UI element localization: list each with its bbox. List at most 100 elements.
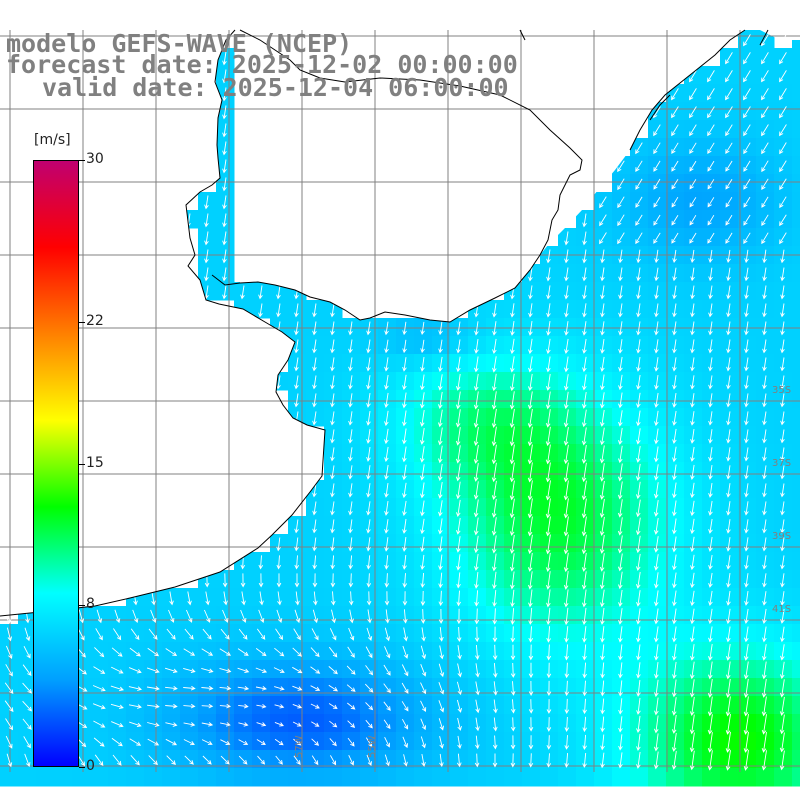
wind-arrow xyxy=(581,516,587,537)
wind-arrow xyxy=(330,321,335,336)
wind-arrow xyxy=(654,249,659,264)
wind-arrow xyxy=(563,462,569,483)
wind-arrow xyxy=(330,519,335,534)
wind-arrow xyxy=(455,409,461,428)
wind-arrow xyxy=(222,573,228,588)
wind-arrow xyxy=(618,752,623,769)
wind-speed-cell xyxy=(180,768,199,787)
wind-speed-cell xyxy=(180,660,199,679)
wind-arrow xyxy=(762,249,767,264)
wind-arrow xyxy=(635,535,641,554)
wind-arrow xyxy=(510,626,516,643)
wind-speed-cell xyxy=(234,750,253,769)
wind-arrow xyxy=(292,685,303,691)
wind-speed-cell xyxy=(432,768,451,787)
wind-arrow xyxy=(689,714,695,735)
wind-arrow xyxy=(527,534,533,555)
wind-arrow xyxy=(475,663,480,678)
wind-arrow xyxy=(726,555,731,570)
wind-arrow xyxy=(636,249,641,264)
wind-speed-cell xyxy=(378,750,397,769)
wind-speed-cell xyxy=(18,678,37,697)
wind-speed-cell xyxy=(378,660,397,679)
wind-arrow xyxy=(744,447,749,462)
wind-arrow xyxy=(635,481,641,500)
wind-arrow xyxy=(202,628,212,640)
wind-arrow xyxy=(582,321,587,336)
wind-arrow xyxy=(564,716,570,732)
wind-speed-cell xyxy=(162,660,181,679)
land-area xyxy=(0,30,325,616)
wind-arrow xyxy=(726,285,731,300)
wind-arrow xyxy=(276,609,283,623)
wind-arrow xyxy=(582,213,587,228)
wind-arrow xyxy=(437,409,443,428)
wind-arrow xyxy=(689,679,695,698)
wind-arrow xyxy=(690,267,695,282)
wind-speed-cell xyxy=(792,696,800,715)
wind-arrow xyxy=(762,483,767,498)
wind-arrow xyxy=(276,321,281,336)
wind-speed-cell xyxy=(126,768,145,787)
wind-arrow xyxy=(348,537,353,552)
wind-arrow xyxy=(707,142,715,154)
wind-arrow xyxy=(708,572,713,588)
wind-speed-cell xyxy=(234,768,253,787)
wind-arrow xyxy=(238,722,249,727)
wind-arrow xyxy=(708,500,713,516)
wind-speed-cell xyxy=(792,426,800,445)
wind-arrow xyxy=(618,644,623,661)
wind-speed-cell xyxy=(0,696,19,715)
wind-arrow xyxy=(726,339,731,354)
wind-speed-cell xyxy=(126,606,145,625)
wind-arrow xyxy=(780,249,785,264)
wind-arrow xyxy=(546,699,552,714)
wind-arrow xyxy=(779,714,785,735)
wind-arrow xyxy=(708,483,713,498)
wind-speed-cell xyxy=(126,624,145,643)
wind-arrow xyxy=(293,755,301,765)
wind-arrow xyxy=(78,609,85,624)
wind-arrow xyxy=(312,519,317,534)
wind-arrow xyxy=(510,571,515,590)
wind-arrow xyxy=(707,124,715,137)
wind-arrow xyxy=(294,303,299,318)
wind-arrow xyxy=(492,753,498,768)
wind-arrow xyxy=(635,214,643,226)
wind-arrow xyxy=(599,571,605,590)
wind-arrow xyxy=(402,555,407,570)
wind-arrow xyxy=(708,608,713,625)
wind-arrow xyxy=(780,608,785,624)
wind-arrow xyxy=(438,554,443,571)
wind-arrow xyxy=(599,463,605,482)
wind-arrow xyxy=(384,591,390,606)
wind-arrow xyxy=(564,338,569,355)
wind-speed-cell xyxy=(792,462,800,481)
wind-arrow xyxy=(743,88,751,101)
wind-speed-cell xyxy=(252,768,271,787)
wind-arrow xyxy=(384,555,389,570)
wind-arrow xyxy=(4,700,14,713)
wind-arrow xyxy=(6,627,13,642)
wind-arrow xyxy=(762,537,767,552)
wind-arrow xyxy=(618,356,623,372)
wind-speed-cell xyxy=(198,768,217,787)
wind-arrow xyxy=(527,408,533,428)
wind-arrow xyxy=(581,589,587,608)
wind-speed-cell xyxy=(288,660,307,679)
wind-arrow xyxy=(779,679,785,698)
wind-speed-cell xyxy=(252,642,271,661)
wind-arrow xyxy=(563,516,569,537)
wind-arrow xyxy=(564,662,570,679)
wind-speed-cell xyxy=(72,768,91,787)
wind-arrow xyxy=(183,685,196,691)
wind-speed-cell xyxy=(108,642,127,661)
wind-arrow xyxy=(491,553,497,572)
wind-arrow xyxy=(366,627,373,641)
wind-arrow xyxy=(132,609,139,623)
wind-arrow xyxy=(761,696,767,717)
wind-arrow xyxy=(653,232,661,244)
wind-arrow xyxy=(636,680,641,697)
wind-speed-cell xyxy=(360,696,379,715)
wind-arrow xyxy=(780,339,785,354)
